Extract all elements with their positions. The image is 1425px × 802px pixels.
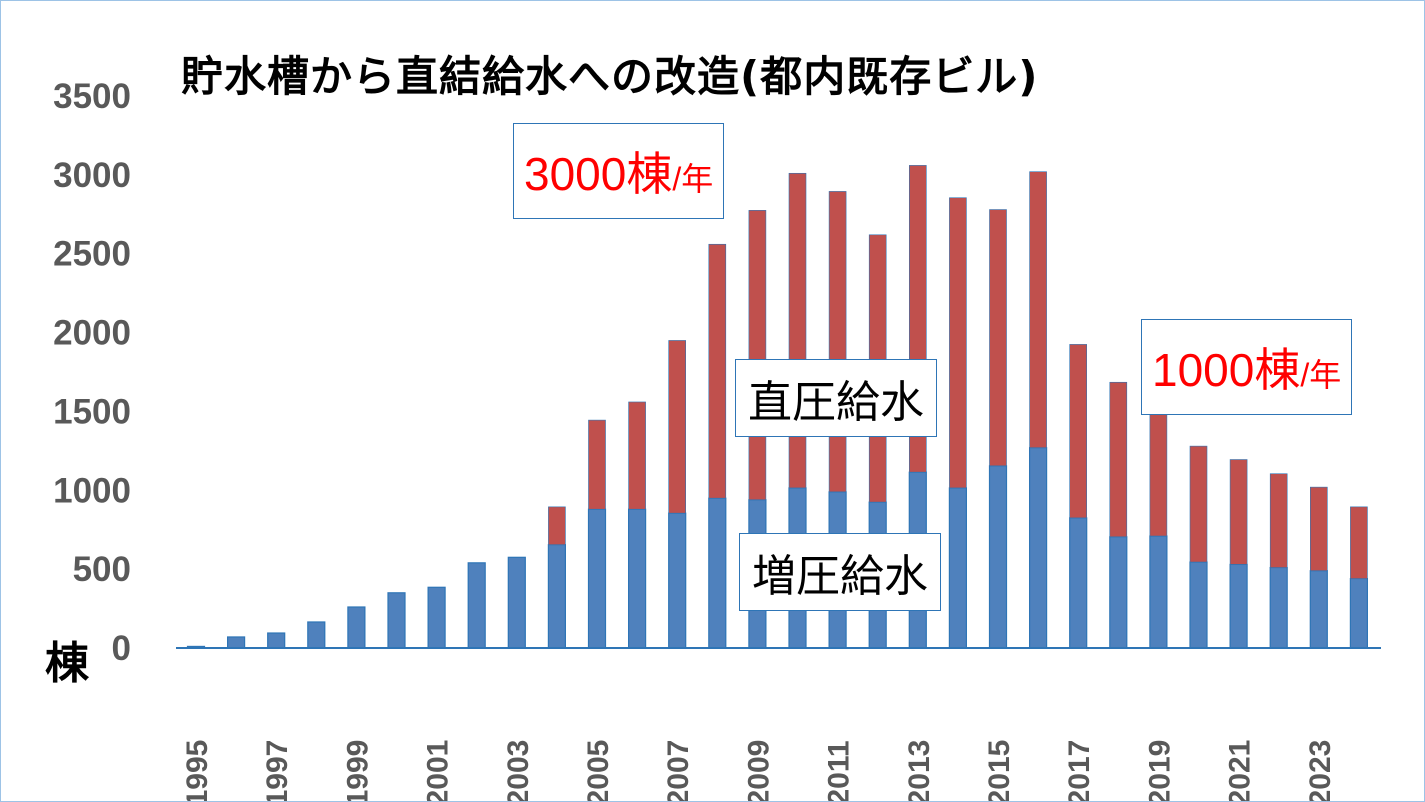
x-tick-label: 2015 bbox=[983, 740, 1016, 802]
y-tick-label: 1500 bbox=[53, 392, 131, 431]
bar-direct-2017 bbox=[1069, 344, 1087, 519]
bar-direct-2020 bbox=[1189, 445, 1208, 563]
bar-booster-2021 bbox=[1229, 563, 1248, 649]
legend-label-booster: 増圧給水 bbox=[739, 533, 941, 611]
bar-booster-2020 bbox=[1189, 561, 1208, 649]
bar-booster-2017 bbox=[1069, 517, 1088, 649]
bar-direct-2010 bbox=[788, 172, 807, 489]
x-tick-label: 2017 bbox=[1063, 740, 1096, 802]
bar-booster-2007 bbox=[668, 512, 687, 649]
bar-direct-2007 bbox=[668, 340, 687, 514]
bar-direct-2011 bbox=[828, 191, 847, 493]
bar-direct-2005 bbox=[588, 419, 606, 510]
annotation-value: 3000棟 bbox=[524, 148, 673, 200]
bar-booster-2005 bbox=[587, 508, 607, 649]
bar-booster-2006 bbox=[627, 508, 647, 649]
bar-booster-2003 bbox=[507, 556, 526, 649]
y-axis-label: 棟 bbox=[45, 638, 89, 689]
x-tick-label: 2001 bbox=[422, 740, 455, 802]
y-tick-label: 2500 bbox=[53, 235, 131, 274]
annotation-unit: /年 bbox=[1300, 357, 1342, 393]
x-tick-label: 2009 bbox=[742, 740, 775, 802]
y-tick-label: 0 bbox=[112, 629, 131, 668]
bar-direct-2021 bbox=[1229, 459, 1248, 565]
x-tick-label: 1999 bbox=[341, 740, 374, 802]
x-tick-label: 2021 bbox=[1224, 740, 1257, 802]
bar-direct-2009 bbox=[748, 210, 767, 501]
bar-booster-2022 bbox=[1269, 566, 1288, 649]
x-tick-label: 2019 bbox=[1143, 740, 1176, 802]
bar-booster-1997 bbox=[267, 632, 286, 649]
x-tick-label: 1995 bbox=[181, 740, 214, 802]
bar-direct-2008 bbox=[708, 243, 727, 499]
x-tick-label: 2013 bbox=[903, 740, 936, 802]
bar-booster-2004 bbox=[547, 544, 567, 649]
y-tick-label: 2000 bbox=[53, 314, 131, 353]
bar-direct-2015 bbox=[989, 209, 1007, 467]
bar-booster-2019 bbox=[1149, 535, 1168, 649]
bar-booster-2024 bbox=[1349, 578, 1369, 649]
bar-direct-2018 bbox=[1109, 381, 1128, 538]
bar-direct-2014 bbox=[949, 197, 967, 489]
bar-direct-2004 bbox=[548, 506, 566, 545]
y-tick-label: 500 bbox=[73, 550, 131, 589]
y-tick-label: 3000 bbox=[53, 156, 131, 195]
bar-booster-2000 bbox=[387, 592, 406, 649]
x-tick-label: 2003 bbox=[502, 740, 535, 802]
x-tick-label: 2023 bbox=[1304, 740, 1337, 802]
chart-title: 貯水槽から直結給水への改造(都内既存ビル) bbox=[181, 52, 1039, 101]
bar-direct-2024 bbox=[1350, 506, 1368, 579]
y-tick-label: 1000 bbox=[53, 471, 131, 510]
bar-booster-1999 bbox=[347, 606, 366, 649]
x-tick-label: 2007 bbox=[662, 740, 695, 802]
bar-booster-1998 bbox=[307, 621, 326, 649]
annotation-3000: 3000棟/年 bbox=[513, 123, 725, 219]
bar-booster-2014 bbox=[948, 487, 968, 649]
bar-direct-2022 bbox=[1269, 473, 1288, 568]
bar-booster-2018 bbox=[1109, 536, 1128, 649]
bar-booster-2008 bbox=[708, 497, 727, 649]
bar-booster-2001 bbox=[427, 586, 446, 649]
bar-direct-2023 bbox=[1310, 486, 1328, 572]
bar-booster-2016 bbox=[1028, 447, 1048, 649]
annotation-value: 1000棟 bbox=[1152, 344, 1301, 396]
bar-direct-2016 bbox=[1029, 171, 1047, 449]
bar-booster-2002 bbox=[467, 562, 486, 649]
x-tick-label: 2011 bbox=[823, 740, 856, 802]
bar-direct-2019 bbox=[1149, 407, 1168, 537]
legend-label-direct: 直圧給水 bbox=[735, 359, 937, 437]
bar-booster-1996 bbox=[227, 636, 246, 649]
x-tick-label: 1997 bbox=[261, 740, 294, 802]
annotation-unit: /年 bbox=[672, 161, 714, 197]
bar-direct-2006 bbox=[628, 401, 646, 510]
bar-booster-2015 bbox=[988, 465, 1008, 649]
annotation-1000: 1000棟/年 bbox=[1141, 319, 1353, 415]
x-tick-label: 2005 bbox=[582, 740, 615, 802]
y-tick-label: 3500 bbox=[53, 77, 131, 116]
bar-booster-2023 bbox=[1309, 570, 1328, 649]
